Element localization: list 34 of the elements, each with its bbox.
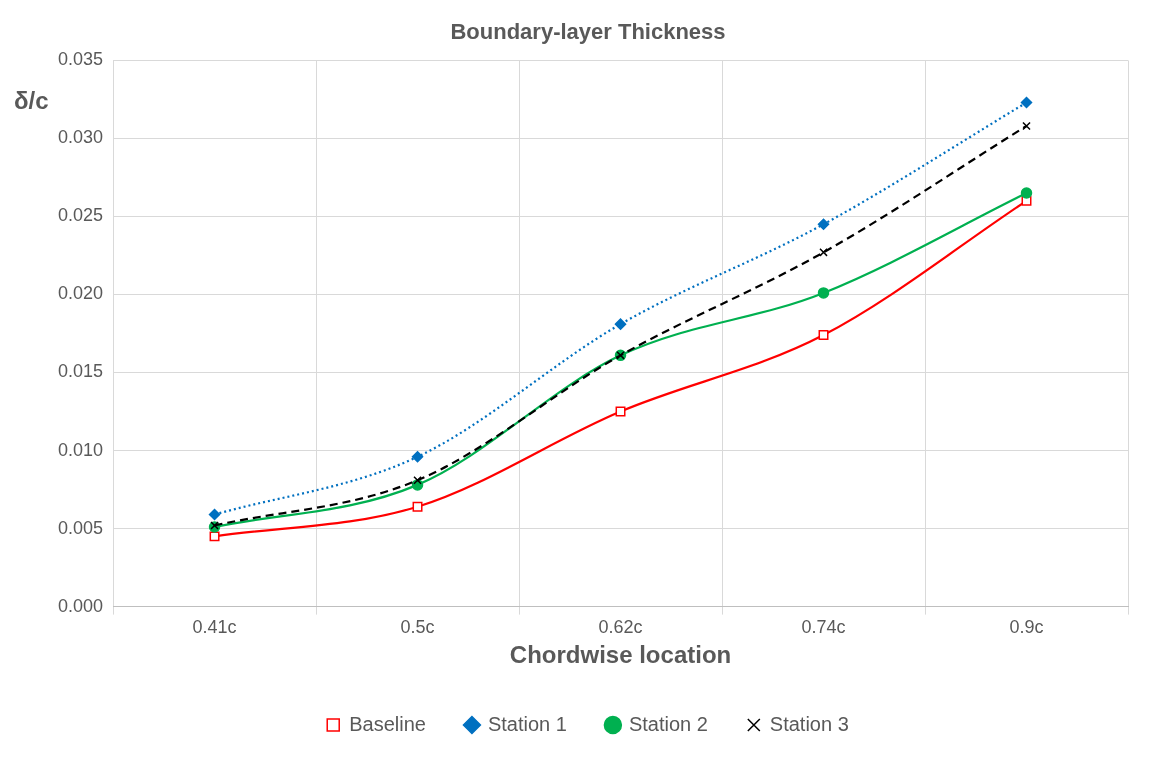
point	[411, 451, 424, 463]
y-tick-label: 0.010	[58, 439, 104, 460]
point	[818, 330, 829, 341]
x-tick-label: 0.62c	[598, 617, 643, 638]
legend-label: Baseline	[349, 712, 426, 735]
y-tick-label: 0.000	[58, 595, 104, 616]
point	[819, 248, 828, 257]
point	[817, 218, 830, 231]
y-tick-label: 0.030	[58, 127, 104, 148]
point	[209, 531, 220, 542]
point	[1020, 96, 1033, 109]
y-tick-label: 0.035	[58, 49, 104, 70]
x-axis-title: Chordwise location	[509, 641, 732, 669]
point	[1022, 121, 1031, 131]
point	[413, 475, 422, 485]
point	[817, 287, 830, 299]
legend-label: Station 2	[628, 712, 708, 735]
y-tick-label: 0.005	[58, 517, 104, 538]
legend-label: Station 1	[487, 712, 567, 735]
point	[412, 501, 423, 512]
y-tick-label: 0.025	[58, 205, 104, 226]
legend-label: Station 3	[769, 712, 849, 735]
point	[1020, 187, 1033, 199]
x-tick-label: 0.41c	[192, 617, 237, 638]
x-tick-label: 0.5c	[400, 617, 435, 638]
y-tick-label: 0.015	[58, 361, 104, 382]
x-tick-label: 0.74c	[801, 617, 846, 638]
point	[615, 406, 626, 417]
chart-title: Boundary-layer Thickness	[450, 19, 726, 45]
point	[208, 508, 221, 521]
y-tick-label: 0.020	[58, 283, 104, 304]
point	[614, 318, 627, 330]
x-tick-label: 0.9c	[1009, 617, 1044, 638]
y-axis-title: δ/c	[14, 86, 49, 114]
